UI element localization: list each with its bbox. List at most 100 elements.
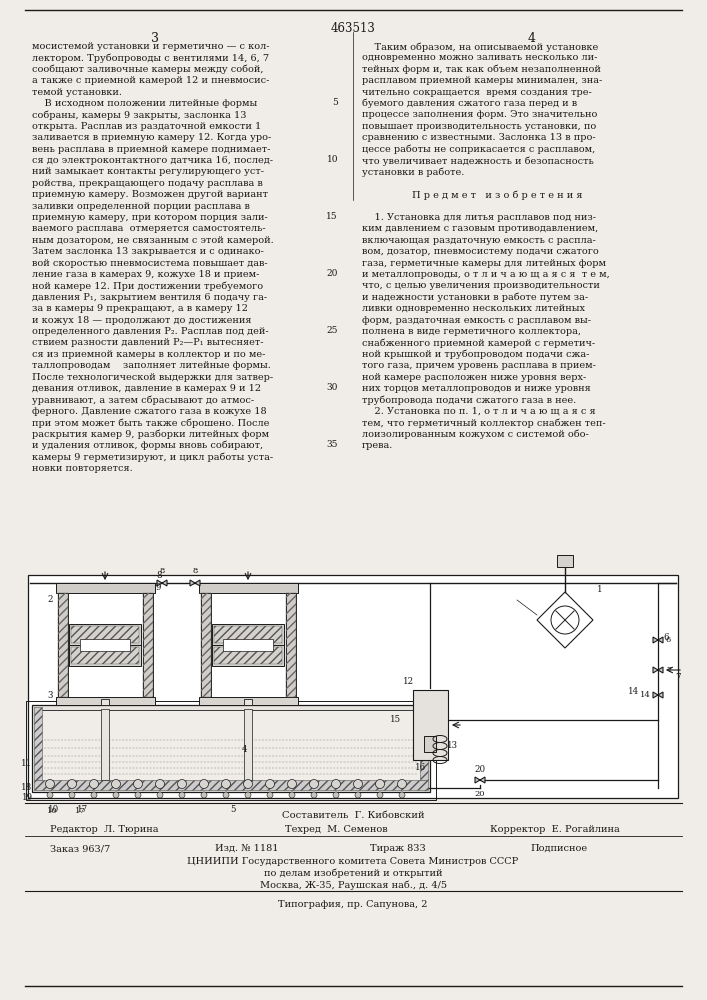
Text: 5: 5 bbox=[230, 806, 235, 814]
Circle shape bbox=[266, 780, 274, 788]
Text: 13: 13 bbox=[447, 742, 457, 750]
Text: них торцов металлопроводов и ниже уровня: них торцов металлопроводов и ниже уровня bbox=[362, 384, 591, 393]
Bar bbox=[201, 585, 211, 697]
Text: ным дозатором, не связанным с этой камерой.: ным дозатором, не связанным с этой камер… bbox=[32, 236, 274, 245]
Circle shape bbox=[221, 780, 230, 788]
Text: тейных форм и, так как объем незаполненной: тейных форм и, так как объем незаполненн… bbox=[362, 65, 601, 74]
Text: цессе работы не соприкасается с расплавом,: цессе работы не соприкасается с расплаво… bbox=[362, 145, 595, 154]
Text: 7: 7 bbox=[666, 666, 672, 674]
Text: ройства, прекращающего подачу расплава в: ройства, прекращающего подачу расплава в bbox=[32, 179, 263, 188]
Circle shape bbox=[375, 780, 385, 788]
Text: грева.: грева. bbox=[362, 441, 393, 450]
Bar bbox=[244, 699, 252, 705]
Circle shape bbox=[135, 792, 141, 798]
Text: камеры 9 герметизируют, и цикл работы уста-: камеры 9 герметизируют, и цикл работы ус… bbox=[32, 452, 273, 462]
Bar bbox=[58, 593, 68, 697]
Text: 8: 8 bbox=[159, 567, 165, 575]
Text: и удаления отливок, формы вновь собирают,: и удаления отливок, формы вновь собирают… bbox=[32, 441, 263, 450]
Circle shape bbox=[199, 780, 209, 788]
Polygon shape bbox=[653, 692, 663, 698]
Text: форм, раздаточная емкость с расплавом вы-: форм, раздаточная емкость с расплавом вы… bbox=[362, 316, 591, 325]
Circle shape bbox=[112, 780, 120, 788]
Circle shape bbox=[91, 792, 97, 798]
Text: Корректор  Е. Рогайлина: Корректор Е. Рогайлина bbox=[490, 825, 620, 834]
Text: заливается в приемную камеру 12. Когда уро-: заливается в приемную камеру 12. Когда у… bbox=[32, 133, 271, 142]
Text: 20: 20 bbox=[474, 790, 485, 798]
Text: 2. Установка по п. 1, о т л и ч а ю щ а я с я: 2. Установка по п. 1, о т л и ч а ю щ а … bbox=[362, 407, 595, 416]
Bar bbox=[214, 647, 282, 664]
Circle shape bbox=[311, 792, 317, 798]
Circle shape bbox=[333, 792, 339, 798]
Text: Таким образом, на описываемой установке: Таким образом, на описываемой установке bbox=[362, 42, 598, 51]
Bar bbox=[424, 736, 436, 752]
Text: 10: 10 bbox=[47, 807, 57, 815]
Text: 16: 16 bbox=[414, 764, 426, 772]
Text: приемную камеру. Возможен другой вариант: приемную камеру. Возможен другой вариант bbox=[32, 190, 268, 199]
Text: 15: 15 bbox=[327, 212, 338, 221]
Text: Типография, пр. Сапунова, 2: Типография, пр. Сапунова, 2 bbox=[279, 900, 428, 909]
Text: установки в работе.: установки в работе. bbox=[362, 167, 464, 177]
Text: 3: 3 bbox=[151, 32, 159, 45]
Text: за в камеры 9 прекращают, а в камеру 12: за в камеры 9 прекращают, а в камеру 12 bbox=[32, 304, 248, 313]
Text: определенного давления P₂. Расплав под дей-: определенного давления P₂. Расплав под д… bbox=[32, 327, 269, 336]
Text: тем, что герметичный коллектор снабжен теп-: тем, что герметичный коллектор снабжен т… bbox=[362, 418, 606, 428]
Text: ной камере расположен ниже уровня верх-: ной камере расположен ниже уровня верх- bbox=[362, 373, 586, 382]
Text: 20: 20 bbox=[327, 269, 338, 278]
Bar bbox=[420, 707, 428, 780]
Text: процессе заполнения форм. Это значительно: процессе заполнения форм. Это значительн… bbox=[362, 110, 597, 119]
Text: по делам изобретений и открытий: по делам изобретений и открытий bbox=[264, 869, 443, 879]
Text: вой скоростью пневмосистема повышает дав-: вой скоростью пневмосистема повышает дав… bbox=[32, 259, 268, 268]
Text: 1: 1 bbox=[597, 585, 603, 594]
Bar bbox=[34, 707, 42, 780]
Text: газа, герметичные камеры для литейных форм: газа, герметичные камеры для литейных фо… bbox=[362, 259, 606, 268]
Circle shape bbox=[179, 792, 185, 798]
Bar bbox=[223, 639, 273, 651]
Circle shape bbox=[397, 780, 407, 788]
Text: ферного. Давление сжатого газа в кожухе 18: ферного. Давление сжатого газа в кожухе … bbox=[32, 407, 267, 416]
Text: расплавом приемной камеры минимален, зна-: расплавом приемной камеры минимален, зна… bbox=[362, 76, 602, 85]
Text: уравнивают, а затем сбрасывают до атмос-: уравнивают, а затем сбрасывают до атмос- bbox=[32, 395, 254, 405]
Text: Составитель  Г. Кибовский: Составитель Г. Кибовский bbox=[281, 811, 424, 820]
Polygon shape bbox=[537, 592, 593, 648]
Circle shape bbox=[177, 780, 187, 788]
Text: темой установки.: темой установки. bbox=[32, 88, 122, 97]
Text: ваемого расплава  отмеряется самостоятель-: ваемого расплава отмеряется самостоятель… bbox=[32, 224, 266, 233]
Text: 9: 9 bbox=[156, 584, 160, 592]
Text: В исходном положении литейные формы: В исходном положении литейные формы bbox=[32, 99, 257, 108]
Bar bbox=[56, 583, 155, 593]
Bar bbox=[58, 585, 68, 697]
Text: ной камере 12. При достижении требуемого: ной камере 12. При достижении требуемого bbox=[32, 281, 263, 291]
Text: 4: 4 bbox=[243, 744, 247, 754]
Text: того газа, причем уровень расплава в прием-: того газа, причем уровень расплава в при… bbox=[362, 361, 596, 370]
Text: П р е д м е т   и з о б р е т е н и я: П р е д м е т и з о б р е т е н и я bbox=[412, 190, 583, 200]
Text: Затем заслонка 13 закрывается и с одинако-: Затем заслонка 13 закрывается и с одинак… bbox=[32, 247, 264, 256]
Text: лектором. Трубопроводы с вентилями 14, 6, 7: лектором. Трубопроводы с вентилями 14, 6… bbox=[32, 53, 269, 63]
Text: открыта. Расплав из раздаточной емкости 1: открыта. Расплав из раздаточной емкости … bbox=[32, 122, 262, 131]
Circle shape bbox=[332, 780, 341, 788]
Text: собраны, камеры 9 закрыты, заслонка 13: собраны, камеры 9 закрыты, заслонка 13 bbox=[32, 110, 247, 120]
Text: 8: 8 bbox=[192, 567, 198, 575]
Bar bbox=[201, 593, 211, 697]
Text: а также с приемной камерой 12 и пневмосис-: а также с приемной камерой 12 и пневмоси… bbox=[32, 76, 269, 85]
Circle shape bbox=[69, 792, 75, 798]
Text: 15: 15 bbox=[390, 716, 401, 724]
Text: 14: 14 bbox=[627, 688, 638, 696]
Circle shape bbox=[551, 606, 579, 634]
Text: полнена в виде герметичного коллектора,: полнена в виде герметичного коллектора, bbox=[362, 327, 581, 336]
Text: 14: 14 bbox=[640, 691, 651, 699]
Bar bbox=[71, 626, 139, 643]
Bar bbox=[101, 699, 109, 705]
Bar bbox=[557, 555, 573, 567]
Text: сравнению с известными. Заслонка 13 в про-: сравнению с известными. Заслонка 13 в пр… bbox=[362, 133, 595, 142]
Text: 3: 3 bbox=[47, 690, 53, 700]
Bar bbox=[413, 690, 448, 760]
Circle shape bbox=[354, 780, 363, 788]
Text: лоизолированным кожухом с системой обо-: лоизолированным кожухом с системой обо- bbox=[362, 430, 589, 439]
Circle shape bbox=[201, 792, 207, 798]
Text: 17: 17 bbox=[76, 806, 88, 814]
Text: ливки одновременно нескольких литейных: ливки одновременно нескольких литейных bbox=[362, 304, 585, 313]
Circle shape bbox=[67, 780, 76, 788]
Bar bbox=[28, 575, 678, 798]
Circle shape bbox=[113, 792, 119, 798]
Bar bbox=[80, 639, 130, 651]
